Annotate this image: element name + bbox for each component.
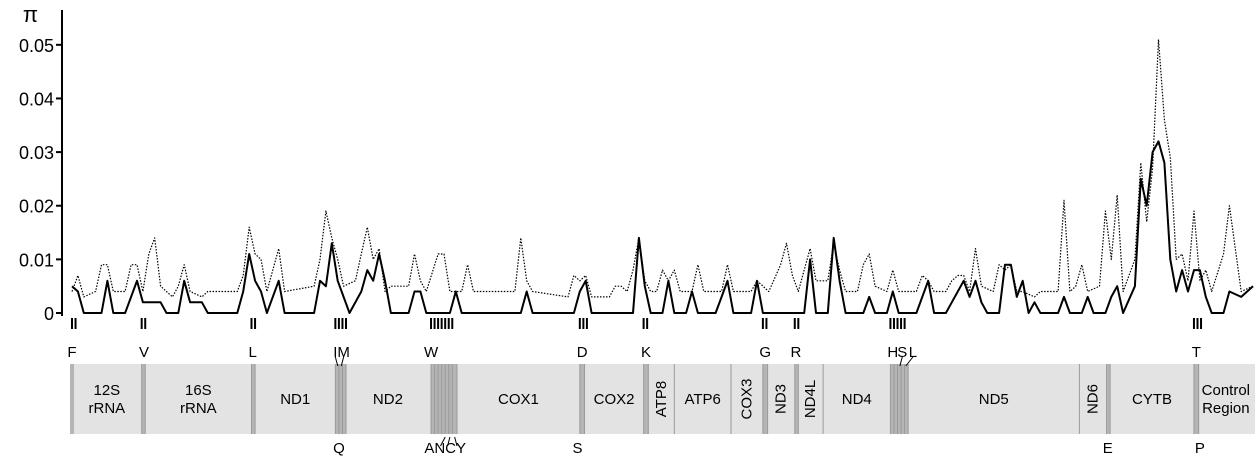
- trna-region: [445, 364, 449, 434]
- trna-label-top: H: [887, 344, 898, 361]
- gene-label: CYTB: [1132, 391, 1172, 408]
- trna-label-bottom: E: [1103, 440, 1113, 457]
- y-axis-label: π: [23, 2, 38, 27]
- trna-region: [441, 364, 446, 434]
- trna-label-top: F: [67, 344, 76, 361]
- y-tick-label: 0.04: [19, 89, 54, 109]
- trna-region: [452, 364, 458, 434]
- label-leader: [334, 356, 339, 367]
- gene-label: COX1: [498, 391, 539, 408]
- y-tick-label: 0: [44, 304, 54, 324]
- trna-label-top: M: [337, 344, 350, 361]
- trna-region: [434, 364, 439, 434]
- trna-label-top: T: [1192, 344, 1201, 361]
- trna-region: [335, 364, 339, 434]
- gene-bar-edge: [1251, 364, 1255, 434]
- trna-region: [904, 364, 909, 434]
- y-tick-label: 0.02: [19, 197, 54, 217]
- trna-region: [1193, 364, 1199, 434]
- trna-label-bottom: Q: [333, 440, 345, 457]
- trna-region: [794, 364, 799, 434]
- trna-region: [431, 364, 435, 434]
- gene-label: ATP6: [684, 391, 720, 408]
- trna-region: [338, 364, 343, 434]
- trna-region: [890, 364, 894, 434]
- trna-label-top: R: [791, 344, 802, 361]
- gene-label: COX2: [594, 391, 635, 408]
- trna-region: [438, 364, 442, 434]
- trna-label-top: I: [333, 344, 337, 361]
- gene-label: ND1: [280, 391, 310, 408]
- trna-label-top: L: [249, 344, 257, 361]
- gene-label: ATP8: [653, 381, 670, 417]
- trna-label-top: V: [139, 344, 149, 361]
- trna-region: [448, 364, 453, 434]
- trna-label-bottom: ANCY: [424, 440, 466, 457]
- trna-label-top: W: [424, 344, 439, 361]
- gene-label: ND2: [373, 391, 403, 408]
- gene-label: COX3: [738, 379, 755, 420]
- trna-label-top: S: [897, 344, 907, 361]
- label-leader: [899, 356, 903, 367]
- label-leader: [905, 356, 914, 367]
- series-line-dotted: [71, 38, 1254, 298]
- series-line-solid: [71, 140, 1254, 314]
- label-leader: [440, 436, 446, 447]
- trna-label-top: G: [759, 344, 771, 361]
- gene-label: ND4L: [802, 380, 819, 418]
- label-leader: [340, 356, 345, 367]
- trna-region: [897, 364, 902, 434]
- gene-label: ND5: [979, 391, 1009, 408]
- trna-region: [643, 364, 649, 434]
- label-leader: [447, 436, 451, 447]
- trna-label-top: L: [909, 344, 917, 361]
- trna-label-top: K: [641, 344, 651, 361]
- y-tick-label: 0.03: [19, 143, 54, 163]
- y-tick-label: 0.05: [19, 36, 54, 56]
- gene-label: ND3: [773, 384, 790, 414]
- trna-label-bottom: S: [572, 440, 582, 457]
- trna-label-top: D: [577, 344, 588, 361]
- trna-region: [342, 364, 346, 434]
- label-leader: [454, 436, 458, 447]
- trna-region: [141, 364, 146, 434]
- trna-region: [762, 364, 768, 434]
- trna-region: [901, 364, 905, 434]
- trna-region: [579, 364, 585, 434]
- y-axis: 0 0.01 0.02 0.03 0.04 0.05: [19, 10, 63, 324]
- gene-label: ND4: [842, 391, 872, 408]
- trna-region: [893, 364, 898, 434]
- gene-bar: [72, 364, 1253, 434]
- gene-bar-edge: [70, 364, 74, 434]
- trna-region: [251, 364, 256, 434]
- gene-label: 12S rRNA: [89, 382, 126, 417]
- y-tick-label: 0.01: [19, 250, 54, 270]
- trna-tick-marks: [71, 318, 1203, 329]
- gene-label: 16S rRNA: [180, 382, 217, 417]
- gene-label: Control Region: [1202, 382, 1250, 417]
- series-layer: [71, 38, 1254, 314]
- trna-label-bottom: P: [1195, 440, 1205, 457]
- trna-region: [1106, 364, 1111, 434]
- gene-label: ND6: [1084, 384, 1101, 414]
